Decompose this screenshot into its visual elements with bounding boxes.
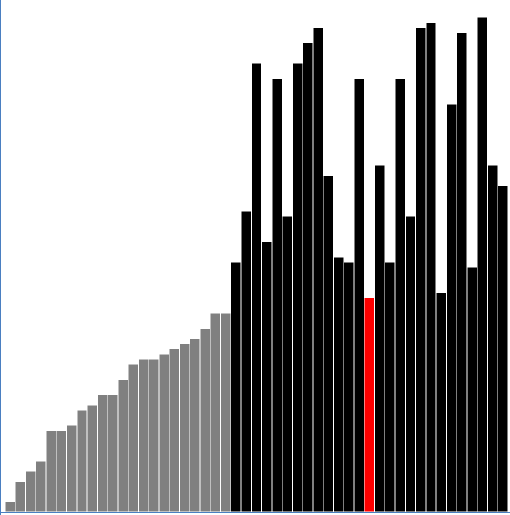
bar <box>250 62 263 513</box>
bar <box>261 241 273 513</box>
bar <box>374 164 386 513</box>
bar <box>35 460 47 513</box>
bar <box>107 394 119 513</box>
bar <box>220 312 232 513</box>
bar <box>45 429 57 513</box>
bar <box>55 429 68 513</box>
bar <box>199 327 211 513</box>
bar <box>158 353 170 513</box>
bar <box>302 42 314 513</box>
bar <box>353 78 365 513</box>
bar <box>425 21 437 513</box>
bar <box>404 215 417 513</box>
bar <box>343 261 355 513</box>
bar <box>333 256 345 513</box>
bar <box>446 103 458 513</box>
bar <box>96 394 109 513</box>
bar <box>312 27 324 513</box>
bar <box>281 215 293 513</box>
bar <box>384 261 396 513</box>
bar <box>456 32 468 513</box>
bar <box>25 470 37 513</box>
bar-series <box>4 16 509 513</box>
bar <box>86 404 98 513</box>
bar <box>148 358 160 513</box>
bar <box>394 78 406 513</box>
bar <box>138 358 150 513</box>
bar <box>76 409 88 513</box>
bar <box>209 312 221 513</box>
bar <box>435 292 447 513</box>
bar <box>4 501 16 513</box>
bar <box>230 261 242 513</box>
bar <box>240 210 252 513</box>
bar <box>66 424 78 513</box>
bar <box>127 363 139 513</box>
bar <box>415 27 427 513</box>
bar <box>189 338 201 513</box>
bar <box>466 266 478 513</box>
bar <box>292 62 304 513</box>
bar <box>487 164 499 513</box>
bar <box>497 185 509 513</box>
bar <box>476 16 488 513</box>
bar <box>168 348 180 513</box>
bar <box>14 480 26 513</box>
bar <box>322 174 334 513</box>
bar <box>271 78 283 513</box>
bar <box>179 343 191 513</box>
bar <box>117 378 129 513</box>
bar-highlighted <box>363 297 375 513</box>
